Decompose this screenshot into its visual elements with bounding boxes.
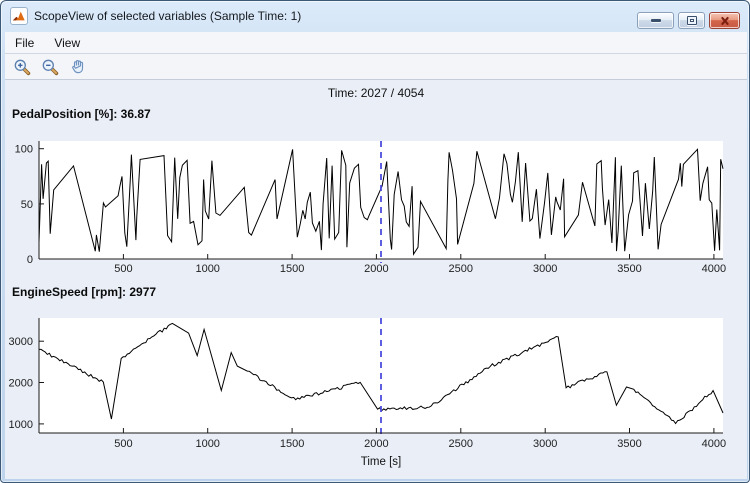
menu-view[interactable]: View [54,35,81,50]
x-tick-label: 4000 [702,438,726,450]
x-tick-label: 3500 [617,438,641,450]
menu-file[interactable]: File [15,35,35,50]
x-tick-label: 3000 [533,438,557,450]
x-tick-label: 4000 [702,263,726,275]
zoom-in-button[interactable] [11,56,33,78]
pan-button[interactable] [67,56,89,78]
pedal-position-plot[interactable]: 500 1000 1500 2000 2500 3000 3500 4000 0 50 100 [5,131,747,281]
y-tick-label: 2000 [9,377,33,389]
x-tick-label: 2500 [449,438,473,450]
maximize-button[interactable] [678,12,705,29]
x-tick-label: 1000 [195,438,219,450]
x-tick-label: 1500 [280,263,304,275]
x-tick-label: 3500 [617,263,641,275]
signal-trace [39,322,724,425]
x-tick-label: 1500 [280,438,304,450]
x-tick-label: 500 [114,263,132,275]
x-tick-label: 500 [114,438,132,450]
titlebar[interactable]: ScopeView of selected variables (Sample … [1,1,749,31]
x-axis-title: Time [s] [361,456,401,468]
window-controls [637,12,740,29]
toolbar [5,54,747,80]
plot1-title: PedalPosition [%]: 36.87 [12,107,151,121]
y-tick-label: 3000 [9,336,33,348]
zoom-out-button[interactable] [39,56,61,78]
zoom-out-icon [42,59,59,75]
zoom-in-icon [14,59,31,75]
x-tick-label: 2500 [449,263,473,275]
scope-content: Time: 2027 / 4054 PedalPosition [%]: 36.… [5,80,747,479]
signal-trace [38,148,724,256]
x-tick-label: 2000 [364,438,388,450]
matlab-app-icon [10,7,28,25]
close-icon [720,16,729,25]
maximize-icon [686,16,697,25]
x-tick-label: 3000 [533,263,557,275]
engine-speed-plot[interactable]: 500 1000 1500 2000 2500 3000 3500 4000 1000 2000 3… [5,307,747,473]
y-tick-label: 100 [15,144,33,156]
pan-hand-icon [71,60,83,74]
time-indicator: Time: 2027 / 4054 [327,86,425,100]
y-tick-label: 1000 [9,419,33,431]
window-title: ScopeView of selected variables (Sample … [34,9,302,23]
x-tick-label: 2000 [364,263,388,275]
menubar: File View [5,32,747,54]
close-button[interactable] [709,12,740,29]
plot2-title: EngineSpeed [rpm]: 2977 [12,285,157,299]
minimize-icon [650,19,661,22]
minimize-button[interactable] [637,12,674,29]
y-tick-label: 0 [27,254,33,266]
y-tick-label: 50 [21,199,33,211]
x-tick-label: 1000 [195,263,219,275]
